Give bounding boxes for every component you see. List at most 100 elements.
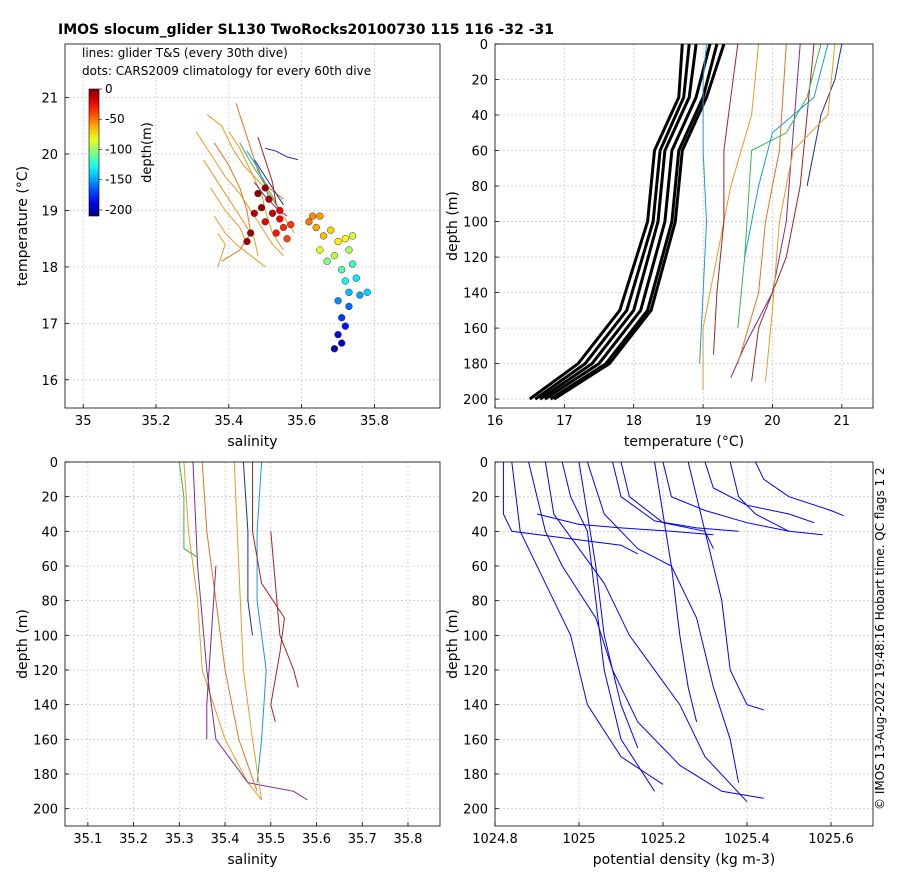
climatology-dot (272, 229, 280, 237)
glider-salinity-profile (256, 462, 267, 783)
glider-temp-profile (737, 44, 822, 329)
sal_depth-xtick-label: 35.5 (256, 832, 285, 847)
climatology-profile (544, 44, 712, 401)
temp_depth-xtick-label: 20 (764, 414, 781, 429)
credit-line: © IMOS 13-Aug-2022 19:48:16 Hobart time.… (873, 467, 887, 810)
sal_depth-ytick-label: 100 (33, 629, 58, 644)
glider-density-profile (729, 462, 823, 536)
dens_depth-xtick-label: 1025 (562, 832, 595, 847)
glider-salinity-profile (192, 462, 308, 801)
temp_depth-ytick-label: 200 (463, 393, 488, 408)
sal_depth-panel: 35.1 35.2 35.3 35.4 35.5 35.6 35.7 35.8 0 20 40 60 8… (15, 456, 441, 868)
glider-density-profile (586, 462, 740, 783)
climatology-dot (345, 246, 353, 254)
glider-density-profile (502, 462, 639, 555)
glider-temp-profile (713, 44, 739, 355)
climatology-dot (254, 189, 262, 198)
climatology-dot (287, 220, 295, 229)
colorbar-tick-label: -100 (105, 142, 132, 156)
glider-ts-line (210, 187, 248, 245)
ts-ylabel: temperature (°C) (15, 166, 31, 286)
temp_depth-ytick-label: 20 (471, 74, 488, 89)
glider-density-profile (578, 462, 639, 749)
ts-xtick-label: 35 (75, 414, 92, 429)
dens_depth-ytick-label: 100 (463, 629, 488, 644)
ts-xtick-label: 35.8 (360, 414, 389, 429)
glider-temp-profile (737, 44, 787, 364)
climatology-dot (334, 297, 342, 305)
dens_depth-ytick-label: 80 (471, 595, 488, 610)
temp_depth-ytick-label: 180 (463, 358, 488, 373)
sal_depth-ytick-label: 200 (33, 803, 58, 818)
climatology-dot (334, 237, 342, 246)
glider-salinity-profile (178, 462, 198, 558)
glider-density-profile (528, 462, 764, 799)
glider-temp-profile (730, 44, 801, 378)
temp_depth-xtick-label: 19 (695, 414, 712, 429)
ts-ytick-label: 17 (41, 317, 58, 332)
legend-line-1: dots: CARS2009 climatology for every 60t… (82, 64, 371, 78)
climatology-dot (327, 226, 335, 234)
climatology-dot (338, 266, 346, 274)
glider-density-profile (511, 462, 664, 785)
ts-axes-box (64, 43, 441, 409)
climatology-dot (276, 215, 284, 223)
climatology-dot (348, 232, 357, 240)
sal_depth-ytick-label: 140 (33, 699, 58, 714)
sal_depth-ytick-label: 80 (41, 595, 58, 610)
climatology-profile (534, 44, 691, 401)
dens_depth-plot-area (502, 462, 844, 803)
glider-salinity-profile (252, 462, 286, 723)
glider-density-profile (754, 462, 844, 517)
dens_depth-xtick-label: 1025.4 (724, 832, 770, 847)
climatology-profile (528, 44, 684, 401)
colorbar (88, 88, 100, 217)
dens_depth-ytick-label: 120 (463, 664, 488, 679)
figure-title: IMOS slocum_glider SL130 TwoRocks2010073… (58, 22, 554, 38)
ts-xtick-label: 35.6 (287, 414, 316, 429)
glider-ts-line (202, 159, 259, 256)
ts-ytick-label: 20 (41, 148, 58, 163)
glider-temp-profile (699, 44, 708, 364)
temp_depth-ytick-label: 120 (463, 251, 488, 266)
temp_depth-ytick-label: 40 (471, 109, 488, 124)
sal_depth-xtick-label: 35.1 (73, 832, 102, 847)
dens_depth-ytick-label: 0 (480, 456, 488, 471)
ts-ytick-label: 21 (41, 92, 58, 107)
colorbar-tick-label: 0 (105, 82, 113, 96)
glider-temp-profile (751, 44, 815, 382)
dens_depth-panel: 1024.8 1025 1025.2 1025.4 1025.6 0 20 40 60 80 100… (445, 456, 874, 868)
glider-ts-line (257, 136, 277, 205)
climatology-profile (539, 44, 698, 401)
glider-density-profile (662, 462, 790, 532)
dens_depth-xlabel: potential density (kg m-3) (593, 852, 775, 868)
temp_depth-ytick-label: 80 (471, 180, 488, 195)
dens_depth-ytick-label: 180 (463, 768, 488, 783)
climatology-dot (316, 212, 324, 220)
glider-ts-line (213, 215, 266, 268)
temp_depth-plot-area (528, 44, 843, 401)
glider-density-profile (536, 513, 714, 536)
climatology-dot (319, 232, 328, 240)
sal_depth-xlabel: salinity (227, 852, 277, 868)
temp_depth-ytick-label: 140 (463, 287, 488, 302)
glider-salinity-profile (233, 462, 263, 801)
climatology-dot (276, 206, 284, 215)
sal_depth-xtick-label: 35.7 (348, 832, 377, 847)
glider-density-profile (612, 462, 739, 532)
sal_depth-plot-area (178, 462, 308, 801)
temp_depth-ytick-label: 160 (463, 322, 488, 337)
climatology-dot (261, 184, 269, 192)
dens_depth-ytick-label: 40 (471, 525, 488, 540)
dens_depth-ylabel: depth (m) (445, 609, 461, 679)
climatology-dot (316, 246, 324, 254)
sal_depth-ytick-label: 160 (33, 733, 58, 748)
glider-ts-line (253, 159, 284, 206)
climatology-dot (283, 235, 291, 243)
dens_depth-ytick-label: 60 (471, 560, 488, 575)
sal_depth-axes-box (64, 461, 441, 827)
glider-ts-line (239, 142, 281, 211)
climatology-dot (341, 235, 349, 243)
glider-salinity-profile (206, 565, 217, 740)
dens_depth-ytick-label: 200 (463, 803, 488, 818)
